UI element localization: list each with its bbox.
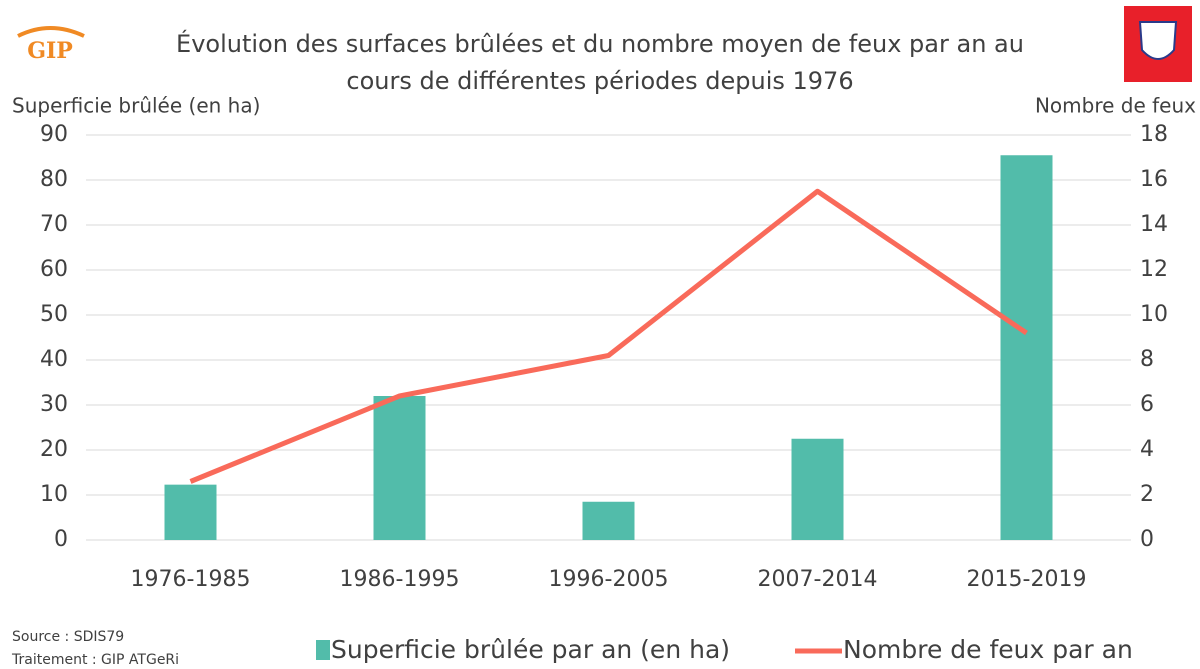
y2-tick-label: 12: [1140, 257, 1168, 282]
logo-bg: [12, 14, 90, 78]
logo-arc: [17, 26, 85, 38]
bar: [164, 484, 217, 540]
line: [189, 188, 1028, 484]
y2-tick-label: 0: [1140, 527, 1154, 552]
y-tick-label: 0: [54, 527, 68, 552]
y2-tick-label: 16: [1140, 167, 1168, 192]
legend-label: Nombre de feux par an: [843, 635, 1133, 664]
legend-label: Superficie brûlée par an (en ha): [331, 635, 730, 664]
legend-swatch: [316, 640, 330, 660]
note: Source : SDIS79: [12, 629, 124, 645]
y2-tick-label: 6: [1140, 392, 1154, 417]
x-tick-label: 2015-2019: [967, 567, 1087, 592]
logo-shield: [1138, 21, 1178, 60]
bar: [373, 396, 426, 540]
y2-tick-label: 8: [1140, 347, 1154, 372]
y-axis-label: Superficie brûlée (en ha): [12, 94, 260, 118]
y-tick-label: 30: [40, 392, 68, 417]
y-tick-label: 20: [40, 437, 68, 462]
logo-left: GIP: [12, 14, 90, 78]
bar: [582, 501, 635, 540]
y-tick-label: 80: [40, 167, 68, 192]
y2-tick-label: 18: [1140, 122, 1168, 147]
y2-tick-label: 10: [1140, 302, 1168, 327]
x-tick-label: 1996-2005: [549, 567, 669, 592]
y-tick-label: 50: [40, 302, 68, 327]
chart-title: cours de différentes périodes depuis 197…: [346, 67, 853, 95]
y2-axis-label: Nombre de feux: [1035, 94, 1196, 118]
y-tick-label: 40: [40, 347, 68, 372]
logo-text: GIP: [27, 38, 73, 64]
y-tick-label: 60: [40, 257, 68, 282]
bar: [791, 438, 844, 540]
bar: [1000, 155, 1053, 540]
y-tick-label: 70: [40, 212, 68, 237]
note: Traitement : GIP ATGeRi: [11, 652, 179, 668]
x-tick-label: 1986-1995: [340, 567, 460, 592]
logo-right: [1124, 6, 1192, 82]
y-tick-label: 10: [40, 482, 68, 507]
y-tick-label: 90: [40, 122, 68, 147]
y2-tick-label: 4: [1140, 437, 1154, 462]
y2-tick-label: 2: [1140, 482, 1154, 507]
x-tick-label: 2007-2014: [758, 567, 878, 592]
y2-tick-label: 14: [1140, 212, 1168, 237]
x-tick-label: 1976-1985: [131, 567, 251, 592]
chart-title: Évolution des surfaces brûlées et du nom…: [176, 29, 1024, 58]
